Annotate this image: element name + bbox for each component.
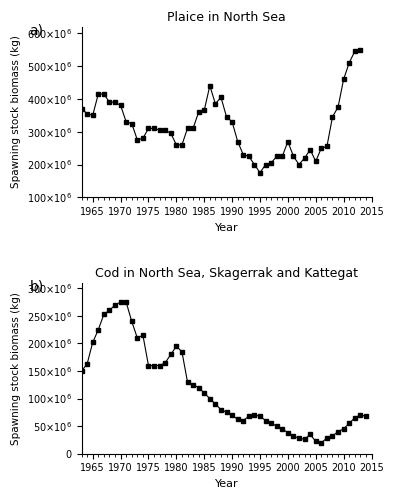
Title: Cod in North Sea, Skagerrak and Kattegat: Cod in North Sea, Skagerrak and Kattegat [95,268,358,280]
X-axis label: Year: Year [215,222,238,232]
Text: a): a) [29,24,43,38]
Y-axis label: Spawning stock biomass (kg): Spawning stock biomass (kg) [11,36,21,188]
Y-axis label: Spawning stock biomass (kg): Spawning stock biomass (kg) [11,292,21,444]
X-axis label: Year: Year [215,479,238,489]
Title: Plaice in North Sea: Plaice in North Sea [167,11,286,24]
Text: b): b) [29,280,43,293]
